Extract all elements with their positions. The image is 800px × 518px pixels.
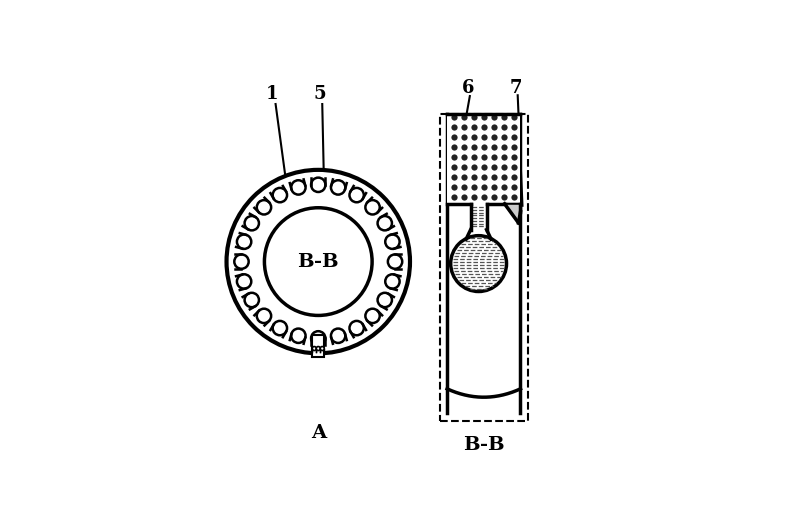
Text: 6: 6 <box>462 79 474 97</box>
Circle shape <box>378 216 392 231</box>
Text: B-B: B-B <box>463 436 505 454</box>
Bar <box>447 114 521 204</box>
Circle shape <box>320 347 324 351</box>
Circle shape <box>234 254 249 269</box>
Circle shape <box>245 293 259 307</box>
Bar <box>312 335 324 357</box>
Circle shape <box>273 188 287 202</box>
Circle shape <box>378 293 392 307</box>
Circle shape <box>331 180 346 195</box>
Circle shape <box>311 331 326 346</box>
Circle shape <box>237 275 251 289</box>
Text: 5: 5 <box>314 85 326 103</box>
Circle shape <box>450 236 506 292</box>
Circle shape <box>291 328 306 343</box>
Circle shape <box>386 235 400 249</box>
Circle shape <box>331 328 346 343</box>
Text: 7: 7 <box>510 79 522 97</box>
Circle shape <box>257 200 271 214</box>
Polygon shape <box>505 204 521 223</box>
Circle shape <box>350 188 364 202</box>
Bar <box>440 114 528 421</box>
Circle shape <box>245 216 259 231</box>
Circle shape <box>273 321 287 335</box>
Circle shape <box>291 180 306 195</box>
Text: B-B: B-B <box>298 253 339 270</box>
Circle shape <box>226 170 410 353</box>
Circle shape <box>366 309 380 323</box>
Text: 1: 1 <box>266 85 278 103</box>
Circle shape <box>312 347 316 351</box>
Circle shape <box>316 347 320 351</box>
Circle shape <box>350 321 364 335</box>
Circle shape <box>257 309 271 323</box>
Circle shape <box>366 200 380 214</box>
Circle shape <box>386 275 400 289</box>
Circle shape <box>237 235 251 249</box>
Circle shape <box>265 208 372 315</box>
Circle shape <box>311 178 326 192</box>
Text: A: A <box>310 424 326 442</box>
Circle shape <box>388 254 402 269</box>
